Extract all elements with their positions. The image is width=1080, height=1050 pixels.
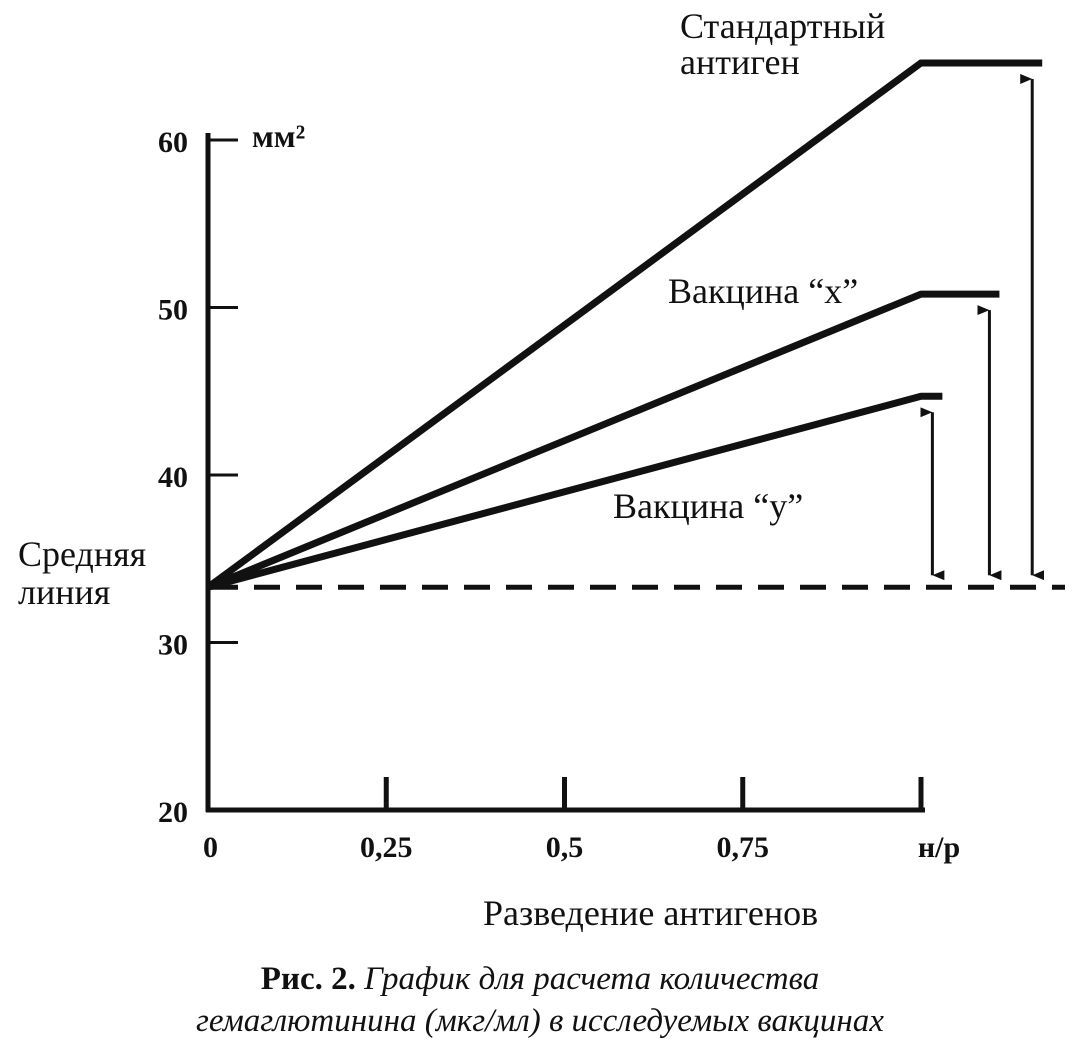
y-unit-label: мм²: [252, 118, 305, 154]
series-label-vaccine-x: Вакцина “x”: [668, 271, 858, 311]
x-tick-label: 0,25: [360, 831, 413, 864]
y-tick-label: 30: [158, 629, 188, 662]
x-tick-label: 0,5: [546, 831, 584, 864]
figure-caption: Рис. 2. График для расчета количества: [0, 958, 1080, 1000]
caption-text-line2: гемаглютинина (мкг/мл) в исследуемых вак…: [196, 1003, 884, 1039]
series-line-vaccine-x: [206, 290, 1000, 591]
series-label-standard-line1: Стандартный: [680, 6, 885, 46]
x-axis-label: Разведение антигенов: [483, 893, 818, 933]
x-tick-label: 0: [203, 831, 218, 864]
series-label-standard-line2: антиген: [680, 42, 800, 82]
series-line-vaccine-y: [207, 392, 943, 591]
figure-caption-line2: гемаглютинина (мкг/мл) в исследуемых вак…: [0, 1000, 1080, 1042]
baseline-label-line2: линия: [18, 572, 110, 612]
baseline-label-line1: Средняя: [18, 534, 146, 574]
x-ticks: 0 0,25 0,5 0,75 н/р: [203, 777, 960, 864]
series-label-vaccine-y: Вакцина “y”: [613, 486, 803, 526]
caption-text-line1: График для расчета количества: [364, 961, 820, 997]
x-tick-label: н/р: [918, 831, 960, 864]
series-group: [205, 59, 1045, 591]
y-tick-label: 40: [158, 461, 188, 494]
y-tick-label: 20: [158, 796, 188, 829]
series-line-standard: [205, 59, 1043, 591]
y-tick-label: 60: [158, 126, 188, 159]
caption-number: Рис. 2.: [260, 961, 356, 997]
y-tick-label: 50: [158, 294, 188, 327]
x-tick-label: 0,75: [717, 831, 770, 864]
y-ticks: 20 30 40 50 60: [158, 126, 238, 829]
